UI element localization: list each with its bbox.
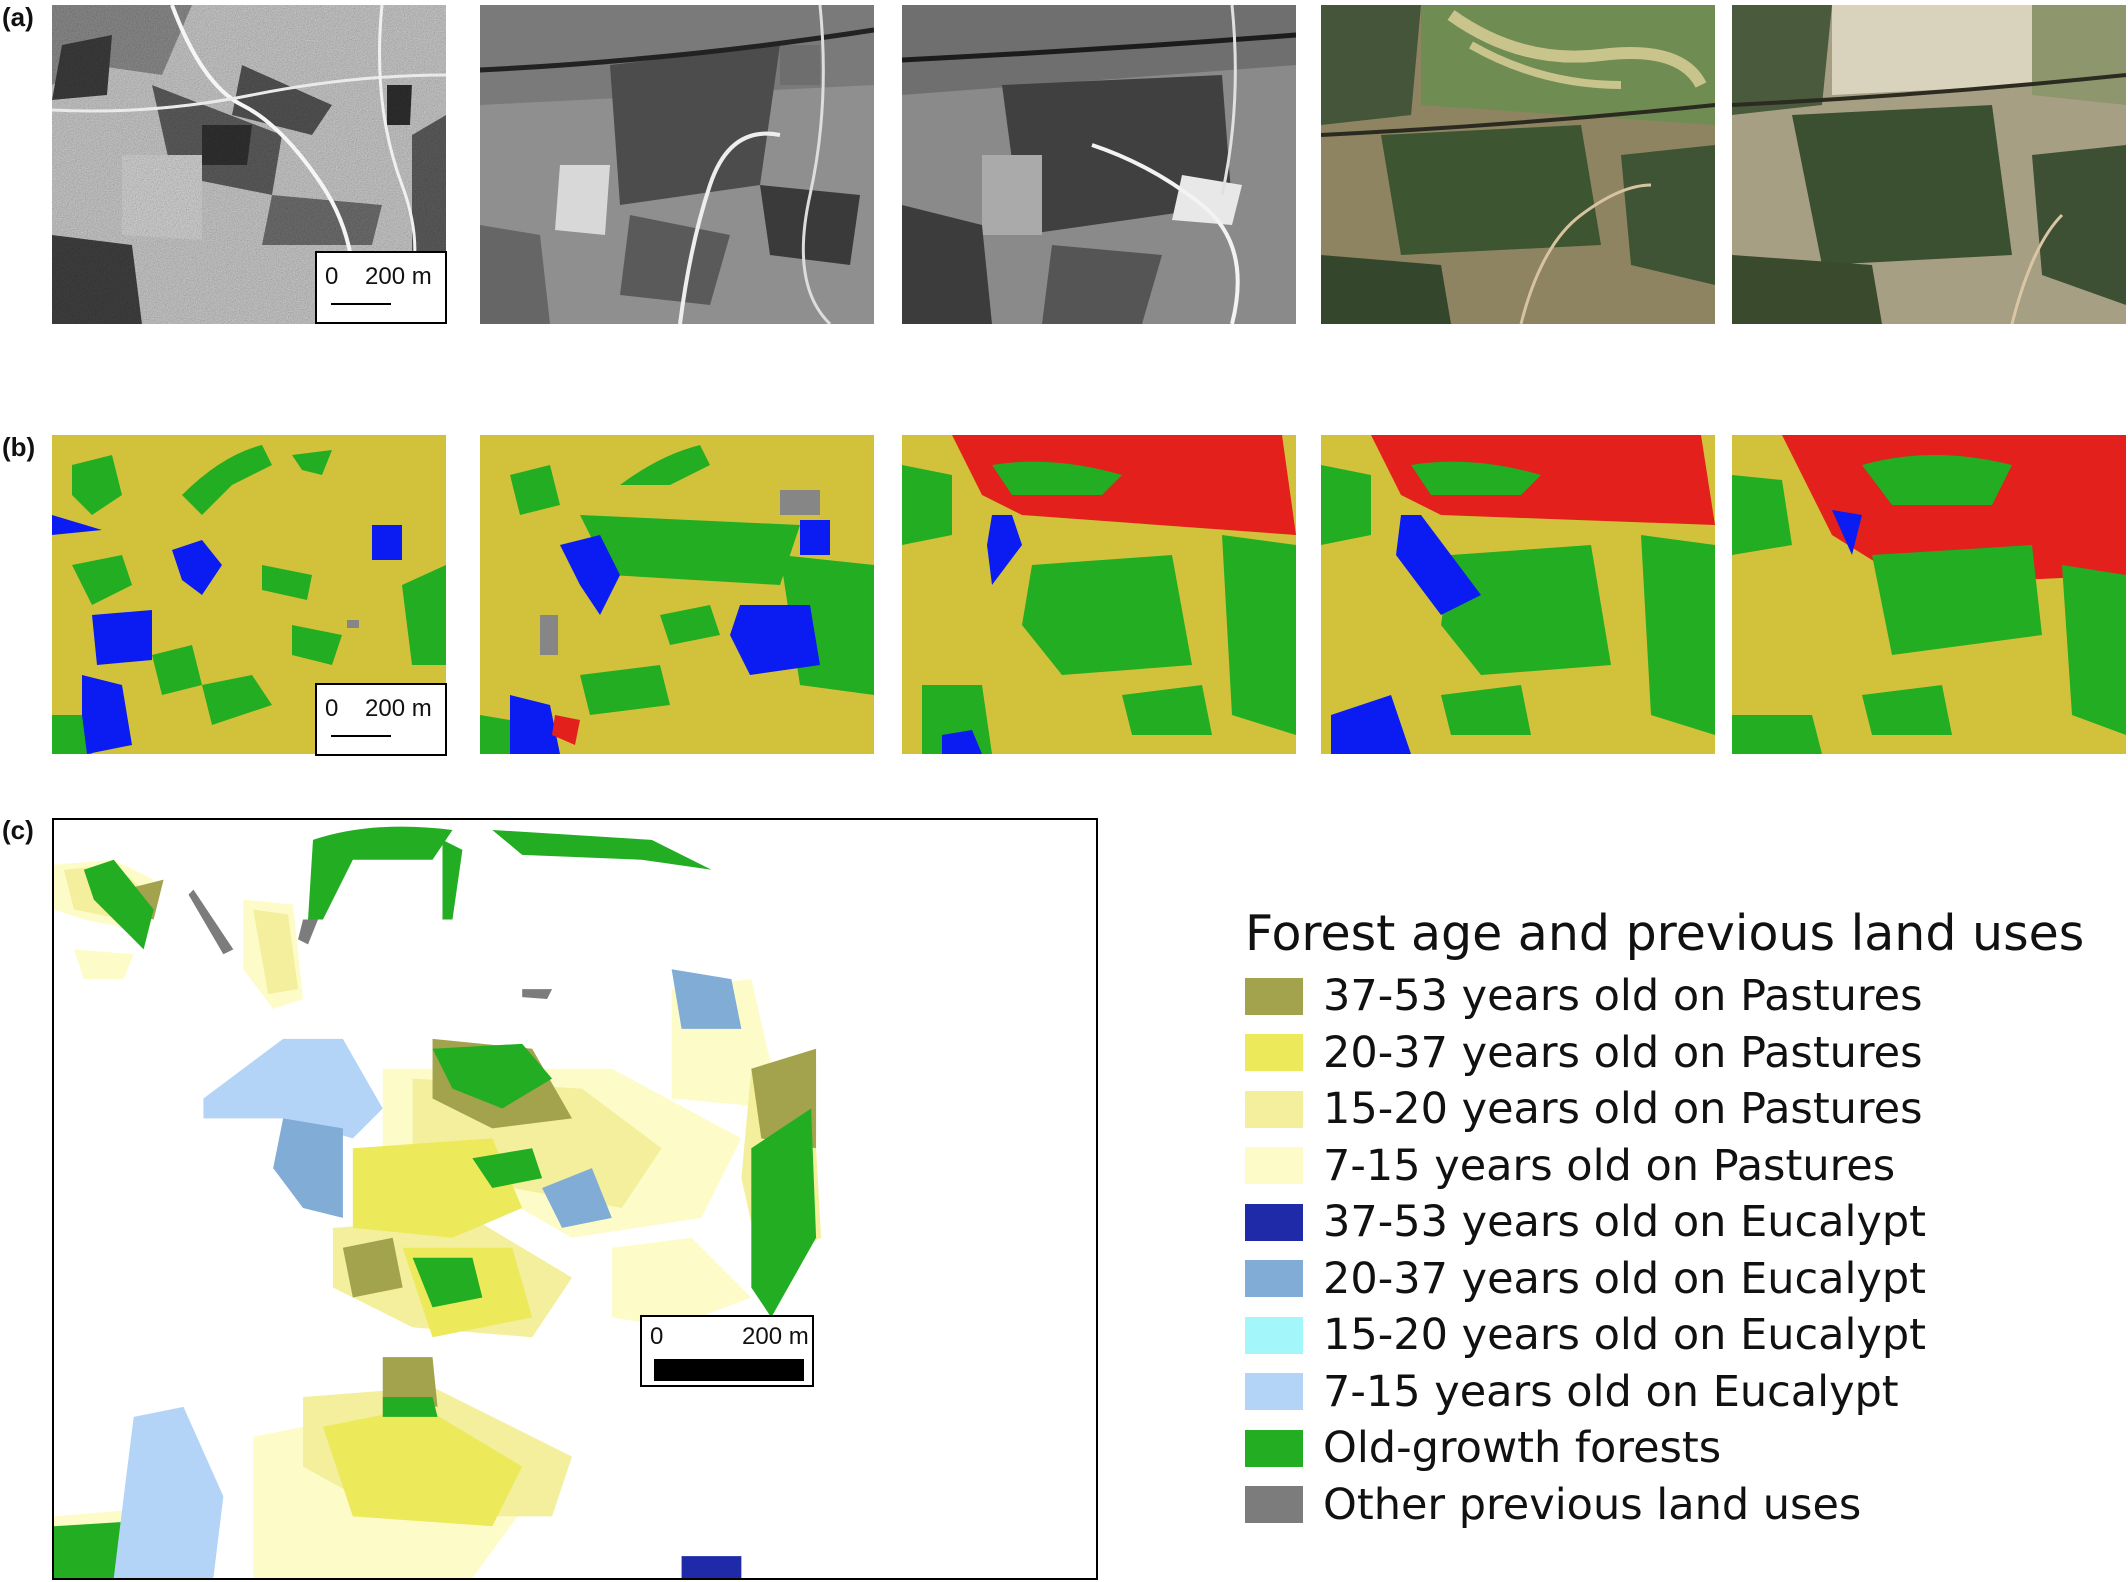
- legend-label: 15-20 years old on Eucalypt: [1323, 1310, 1927, 1361]
- legend-label: 15-20 years old on Pastures: [1323, 1084, 1923, 1135]
- scalebar-b: 0 200 m: [315, 683, 447, 756]
- legend-label: 20-37 years old on Pastures: [1323, 1027, 1923, 1078]
- legend-label: 37-53 years old on Eucalypt: [1323, 1197, 1927, 1248]
- legend: Forest age and previous land uses 37-53 …: [1245, 905, 2084, 1533]
- aerial-photo-3: [902, 5, 1296, 324]
- aerial-photo-2: [480, 5, 874, 324]
- legend-label: 37-53 years old on Pastures: [1323, 971, 1923, 1022]
- scalebar-b-zero: 0: [325, 695, 339, 722]
- scalebar-c-distance: 200 m: [742, 1323, 809, 1350]
- legend-label: 20-37 years old on Eucalypt: [1323, 1253, 1927, 1304]
- scalebar-b-distance: 200 m: [365, 695, 432, 722]
- scalebar-a-distance: 200 m: [365, 263, 432, 290]
- landuse-map-2: [480, 435, 874, 754]
- scalebar-b-bar: [331, 735, 391, 737]
- panel-label-a: (a): [2, 2, 34, 32]
- legend-title: Forest age and previous land uses: [1245, 905, 2085, 962]
- landuse-map-5: [1732, 435, 2126, 754]
- legend-item: 15-20 years old on Eucalypt: [1245, 1307, 2084, 1364]
- legend-item: 7-15 years old on Eucalypt: [1245, 1364, 2084, 1421]
- legend-swatch: [1245, 1429, 1303, 1467]
- scalebar-c-zero: 0: [650, 1323, 664, 1350]
- scalebar-c-bar: [654, 1359, 804, 1381]
- legend-swatch: [1245, 1090, 1303, 1128]
- landuse-map-4: [1321, 435, 1715, 754]
- legend-item: 37-53 years old on Pastures: [1245, 968, 2084, 1025]
- legend-item: Old-growth forests: [1245, 1420, 2084, 1477]
- panel-label-c: (c): [2, 815, 34, 845]
- legend-label: 7-15 years old on Eucalypt: [1323, 1366, 1899, 1417]
- legend-item: 7-15 years old on Pastures: [1245, 1138, 2084, 1195]
- legend-swatch: [1245, 1203, 1303, 1241]
- legend-swatch: [1245, 1147, 1303, 1185]
- landuse-map-3: [902, 435, 1296, 754]
- satellite-image-4: [1321, 5, 1715, 324]
- legend-swatch: [1245, 1373, 1303, 1411]
- legend-item: 20-37 years old on Pastures: [1245, 1025, 2084, 1082]
- forest-age-map: 0 200 m: [52, 818, 1098, 1580]
- scalebar-a-zero: 0: [325, 263, 339, 290]
- legend-item: 15-20 years old on Pastures: [1245, 1081, 2084, 1138]
- legend-label: Other previous land uses: [1323, 1479, 1862, 1530]
- legend-swatch: [1245, 977, 1303, 1015]
- scalebar-a-bar: [331, 303, 391, 305]
- legend-item: Other previous land uses: [1245, 1477, 2084, 1534]
- legend-label: 7-15 years old on Pastures: [1323, 1140, 1896, 1191]
- panel-label-b: (b): [2, 432, 36, 462]
- legend-item: 37-53 years old on Eucalypt: [1245, 1194, 2084, 1251]
- legend-items: 37-53 years old on Pastures 20-37 years o…: [1245, 968, 2084, 1533]
- legend-item: 20-37 years old on Eucalypt: [1245, 1251, 2084, 1308]
- legend-swatch: [1245, 1486, 1303, 1524]
- scalebar-a: 0 200 m: [315, 251, 447, 324]
- satellite-image-5: [1732, 5, 2126, 324]
- scalebar-c: 0 200 m: [640, 1315, 814, 1387]
- aerial-photo-1: [52, 5, 446, 324]
- legend-swatch: [1245, 1260, 1303, 1298]
- legend-swatch: [1245, 1034, 1303, 1072]
- legend-label: Old-growth forests: [1323, 1423, 1722, 1474]
- landuse-map-1: [52, 435, 446, 754]
- legend-swatch: [1245, 1316, 1303, 1354]
